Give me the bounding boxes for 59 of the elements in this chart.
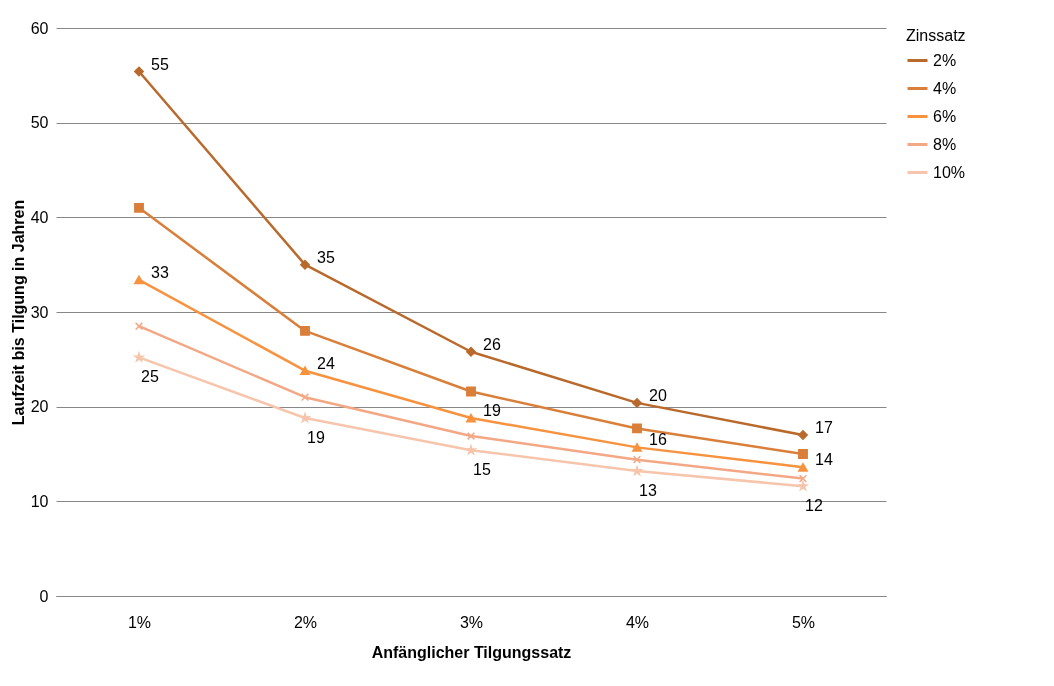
point (798, 430, 808, 440)
point (300, 393, 310, 402)
data-label: 25 (141, 368, 159, 386)
data-label: 33 (151, 263, 169, 281)
point (134, 352, 144, 362)
x-tick-label: 5% (791, 613, 816, 631)
point (134, 202, 144, 213)
x-axis-title: Anfänglicher Tilgungssatz (371, 643, 572, 661)
y-tick-label: 30 (30, 303, 49, 321)
x-tick-label: 3% (459, 613, 484, 631)
data-label: 24 (317, 354, 335, 372)
point (632, 423, 642, 434)
data-label: 14 (815, 451, 833, 469)
point (300, 326, 310, 336)
y-tick-label: 0 (39, 587, 49, 605)
point (466, 431, 476, 441)
x-tick-label: 2% (293, 613, 318, 631)
point (300, 259, 310, 270)
y-tick-label: 40 (30, 208, 49, 226)
point (632, 466, 642, 476)
point (466, 445, 476, 455)
y-axis-title: Laufzeit bis Tilgung in Jahren (9, 199, 27, 426)
data-label: 15 (473, 461, 491, 479)
point (134, 322, 144, 331)
point (466, 346, 476, 357)
point (300, 366, 310, 376)
legend-label: 2% (933, 51, 957, 69)
data-label: 12 (805, 497, 823, 515)
point (798, 481, 808, 491)
x-tick-label: 4% (625, 613, 650, 631)
point (134, 66, 144, 77)
legend-title: Zinssatz (906, 27, 966, 44)
point (798, 449, 808, 459)
data-label: 17 (815, 419, 833, 437)
point (632, 397, 642, 408)
data-label: 35 (317, 248, 335, 266)
legend-label: 10% (933, 163, 966, 181)
y-tick-label: 60 (30, 19, 49, 37)
point (632, 455, 642, 464)
data-label: 20 (649, 386, 667, 404)
data-label: 26 (483, 335, 501, 353)
data-label: 19 (307, 429, 325, 447)
data-label: 16 (649, 431, 667, 449)
point (798, 474, 808, 483)
point (798, 462, 808, 472)
y-tick-label: 10 (30, 492, 49, 510)
point (632, 443, 642, 452)
y-tick-label: 20 (30, 398, 49, 416)
point (134, 275, 144, 285)
data-label: 13 (639, 482, 657, 500)
legend-label: 8% (933, 135, 957, 153)
y-tick-label: 50 (30, 114, 49, 132)
x-tick-label: 1% (127, 613, 152, 631)
legend-label: 6% (933, 107, 957, 125)
data-label: 19 (483, 402, 501, 420)
data-label: 55 (151, 55, 169, 73)
legend-label: 4% (933, 79, 957, 97)
point (466, 386, 476, 397)
point (466, 413, 476, 423)
